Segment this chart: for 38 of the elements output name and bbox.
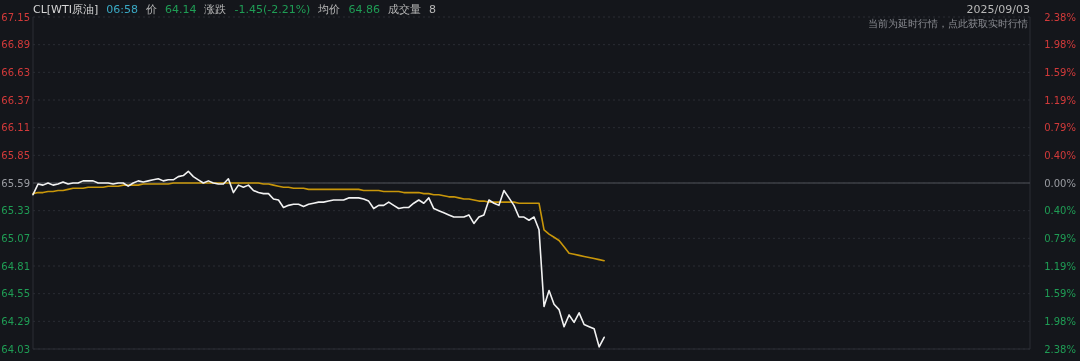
y2-tick-label: 1.19%: [1044, 260, 1076, 272]
y-tick-label: 64.03: [1, 343, 30, 355]
y2-tick-label: 2.38%: [1044, 11, 1076, 23]
y-tick-label: 65.85: [1, 149, 30, 161]
y-tick-label: 64.29: [1, 315, 30, 327]
y2-tick-label: 1.98%: [1044, 39, 1076, 51]
y-tick-label: 66.11: [1, 122, 30, 134]
annotation: 涨跌: [204, 2, 227, 16]
annotation: 价: [145, 2, 157, 16]
y2-tick-label: 0.40%: [1044, 149, 1076, 161]
annotation: -1.45(-2.21%): [234, 2, 311, 16]
y-tick-label: 65.33: [1, 205, 30, 217]
y-tick-label: 64.81: [1, 260, 30, 272]
annotation: 8: [428, 2, 436, 16]
annotation: 成交量: [387, 2, 421, 16]
annotation: 64.14: [164, 2, 197, 16]
annotation: 当前为延时行情，点此获取实时行情: [868, 17, 1028, 29]
y2-tick-label: 1.98%: [1044, 315, 1076, 327]
y2-tick-label: 1.59%: [1044, 66, 1076, 78]
y-tick-label: 65.59: [1, 177, 30, 189]
y-tick-label: 65.07: [1, 232, 30, 244]
y-tick-label: 64.55: [1, 288, 30, 300]
y2-tick-label: 1.59%: [1044, 288, 1076, 300]
annotation: 均价: [318, 2, 341, 16]
annotation: 64.86: [348, 2, 380, 16]
annotation: 06:58: [106, 2, 138, 16]
y2-tick-label: 0.00%: [1044, 177, 1076, 189]
y2-tick-label: 0.79%: [1044, 232, 1076, 244]
y-tick-label: 66.63: [1, 66, 30, 78]
title: CL[WTI原油]: [33, 2, 99, 16]
y2-tick-label: 2.38%: [1044, 343, 1076, 355]
y-tick-label: 66.89: [1, 39, 30, 51]
y-tick-label: 67.15: [1, 11, 30, 23]
y-tick-label: 66.37: [1, 94, 30, 106]
y2-tick-label: 0.40%: [1044, 205, 1076, 217]
y2-tick-label: 1.19%: [1044, 94, 1076, 106]
annotation: 2025/09/03: [966, 2, 1030, 16]
y2-tick-label: 0.79%: [1044, 122, 1076, 134]
